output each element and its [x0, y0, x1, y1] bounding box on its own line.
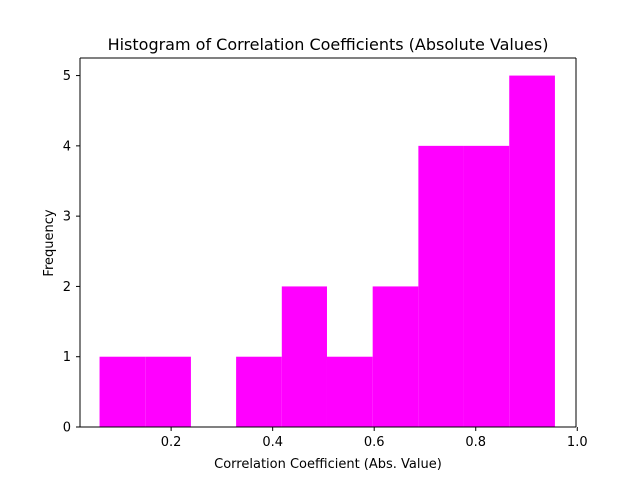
y-tick-label: 2 [63, 280, 71, 295]
histogram-bar [509, 75, 555, 428]
y-tick-label: 0 [63, 421, 71, 436]
y-axis-label: Frequency [42, 209, 57, 276]
y-axis-ticks: 0 1 2 3 4 5 [63, 69, 80, 436]
histogram-bar [418, 145, 464, 427]
histogram-bar [145, 356, 191, 427]
x-tick-label: 1.0 [567, 435, 588, 450]
y-tick-label: 4 [63, 139, 71, 154]
x-tick-label: 0.8 [465, 435, 486, 450]
x-tick-label: 0.4 [262, 435, 283, 450]
histogram-bar [326, 356, 373, 427]
y-tick-label: 3 [63, 210, 71, 225]
histogram-bar [463, 145, 510, 427]
x-tick-label: 0.6 [364, 435, 385, 450]
histogram-bar [372, 286, 419, 427]
histogram-bars [99, 75, 555, 428]
histogram-bar [99, 356, 146, 427]
x-axis-label: Correlation Coefficient (Abs. Value) [214, 457, 442, 472]
y-tick-label: 1 [63, 350, 71, 365]
x-axis-ticks: 0.2 0.4 0.6 0.8 1.0 [161, 427, 588, 450]
x-tick-label: 0.2 [161, 435, 182, 450]
axes [79, 57, 577, 428]
y-tick-label: 5 [63, 69, 71, 84]
histogram-bar [236, 356, 282, 427]
histogram-bar [281, 286, 327, 427]
chart-title: Histogram of Correlation Coefficients (A… [108, 35, 549, 54]
